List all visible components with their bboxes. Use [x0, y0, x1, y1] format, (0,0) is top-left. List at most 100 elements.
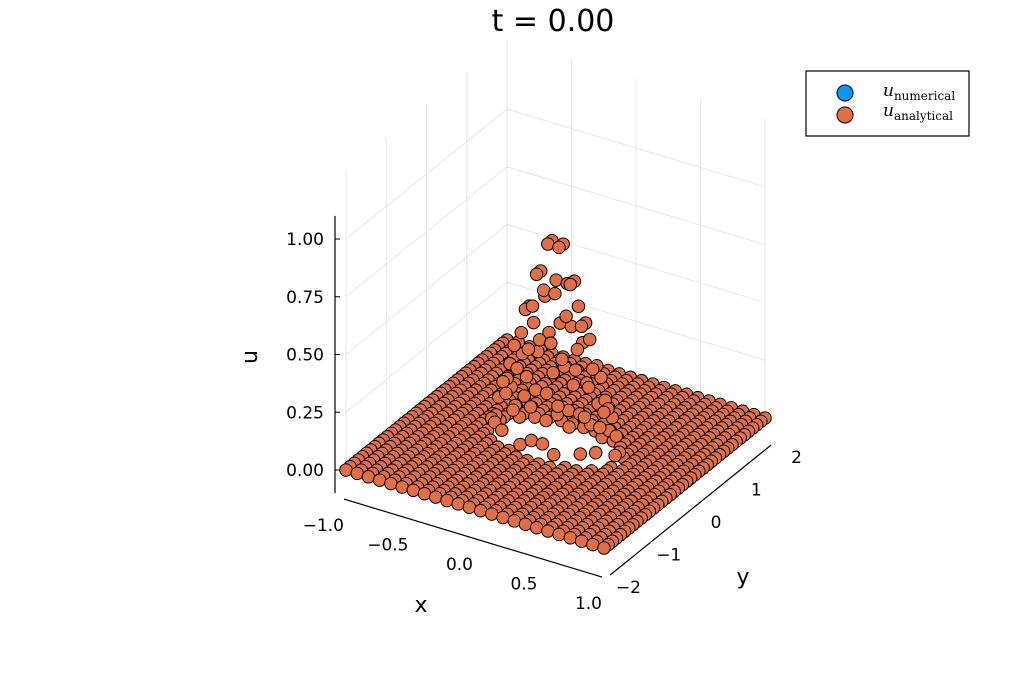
chart-title: t = 0.00: [492, 4, 615, 39]
point-analytical: [524, 400, 538, 414]
x-tick-label: −1.0: [303, 516, 344, 536]
point-analytical: [562, 420, 576, 434]
x-tick-label: 0.0: [446, 555, 473, 575]
point-analytical: [581, 380, 596, 395]
point-analytical: [540, 386, 554, 401]
z-tick-label: 0.25: [286, 403, 324, 423]
z-tick-label: 0.00: [286, 461, 324, 481]
point-analytical: [594, 370, 608, 385]
point-analytical: [517, 389, 531, 403]
y-axis-label: y: [736, 565, 749, 590]
point-analytical: [514, 325, 528, 340]
point-analytical: [586, 537, 600, 552]
point-analytical: [513, 437, 527, 452]
point-analytical: [589, 446, 603, 460]
point-analytical: [593, 420, 607, 435]
z-tick-label: 1.00: [286, 230, 324, 250]
point-analytical: [566, 378, 580, 392]
point-analytical: [583, 332, 597, 347]
y-axis-line: [609, 444, 772, 576]
point-analytical: [499, 386, 513, 400]
point-analytical: [462, 500, 477, 514]
point-analytical: [552, 527, 566, 542]
point-analytical: [537, 283, 551, 297]
point-analytical: [496, 510, 510, 525]
point-analytical: [524, 433, 538, 448]
point-analytical: [495, 423, 509, 437]
z-tick-label: 0.50: [286, 346, 324, 366]
point-analytical: [506, 403, 520, 417]
point-analytical: [510, 361, 524, 375]
grid-line-z: [506, 108, 766, 188]
point-analytical: [395, 480, 409, 494]
point-analytical: [429, 490, 443, 504]
x-axis-label: x: [414, 593, 427, 618]
point-analytical: [350, 466, 364, 481]
point-analytical: [544, 336, 558, 350]
point-analytical: [518, 517, 533, 531]
point-analytical: [485, 507, 499, 521]
legend-box: [805, 70, 970, 137]
point-analytical: [440, 493, 454, 508]
z-axis-label: u: [238, 350, 263, 364]
y-tick-label: 0: [711, 513, 722, 533]
grid-line-z: [506, 166, 766, 246]
point-analytical: [535, 437, 550, 451]
point-analytical: [541, 237, 555, 251]
point-analytical: [597, 405, 611, 419]
point-analytical: [451, 497, 465, 511]
point-analytical: [496, 375, 510, 389]
point-analytical: [417, 487, 432, 501]
point-analytical: [541, 524, 555, 538]
y-tick-label: −2: [616, 578, 641, 598]
point-analytical: [384, 476, 398, 491]
point-analytical: [586, 362, 600, 376]
point-analytical: [570, 342, 585, 357]
x-axis-line: [343, 498, 603, 578]
y-tick-label: −1: [656, 546, 681, 566]
point-analytical: [361, 470, 376, 484]
point-analytical: [530, 521, 544, 535]
point-analytical: [571, 299, 586, 313]
y-tick-label: 1: [751, 481, 762, 501]
scatter-points: [339, 234, 772, 555]
point-analytical: [551, 399, 565, 413]
point-analytical: [528, 383, 543, 397]
point-analytical: [597, 541, 611, 555]
point-analytical: [473, 504, 488, 518]
point-analytical: [507, 338, 521, 353]
point-analytical: [539, 413, 553, 428]
point-analytical: [547, 448, 561, 462]
point-analytical: [532, 333, 547, 347]
legend-label-numerical: unumerical: [883, 81, 955, 103]
axes: [334, 215, 772, 578]
point-analytical: [573, 447, 587, 461]
point-analytical: [339, 463, 353, 477]
point-analytical: [373, 473, 387, 487]
point-analytical: [507, 514, 521, 528]
tick-labels: 0.00 0.25 0.50 0.75 1.00 −1.0 −0.5 0.0 0.5 1.0 −2−…: [286, 230, 802, 614]
point-analytical: [563, 531, 577, 545]
legend-label-analytical: uanalytical: [883, 101, 953, 123]
x-tick-label: 0.5: [510, 575, 537, 595]
legend: unumerical uanalytical: [805, 70, 970, 137]
point-analytical: [521, 342, 536, 356]
legend-marker-numerical: [836, 84, 854, 102]
x-tick-label: 1.0: [575, 594, 602, 614]
point-analytical: [608, 448, 622, 463]
point-analytical: [529, 267, 544, 281]
point-analytical: [552, 240, 566, 255]
point-analytical: [525, 299, 540, 313]
point-analytical: [559, 309, 573, 323]
point-analytical: [548, 286, 562, 301]
x-tick-label: −0.5: [367, 536, 408, 556]
legend-marker-analytical: [836, 106, 854, 124]
point-analytical: [549, 273, 563, 287]
point-analytical: [577, 410, 592, 424]
grid-lines: [345, 39, 766, 471]
point-analytical: [406, 483, 420, 497]
point-analytical: [609, 429, 623, 443]
point-analytical: [519, 370, 534, 384]
point-analytical: [555, 352, 569, 366]
